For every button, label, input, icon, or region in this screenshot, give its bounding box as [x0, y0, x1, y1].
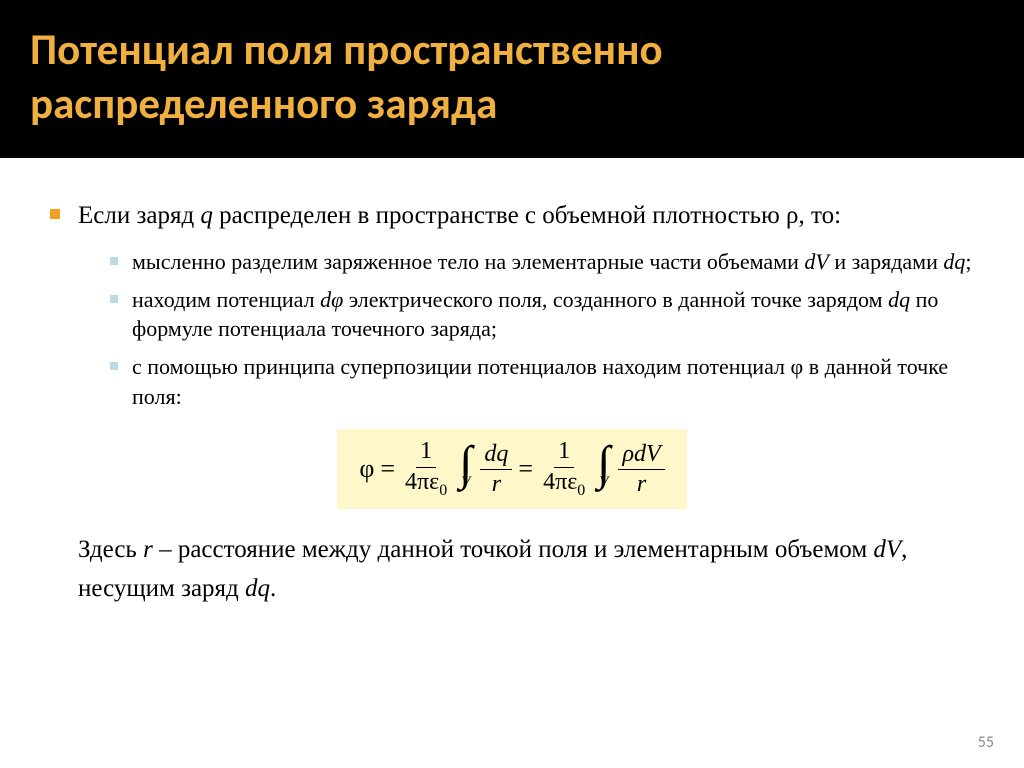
cl-post: . — [270, 575, 276, 602]
f-r1: r — [488, 470, 505, 497]
sub1-dv: dV — [804, 249, 828, 274]
f-frac1: 1 4πε0 — [401, 439, 451, 499]
main-intro-text: Если заряд q распределен в пространстве … — [78, 198, 841, 233]
f-4pe-1: 4πε — [405, 469, 439, 495]
f-lim1: V — [461, 477, 470, 488]
sub3-pre: с помощью принципа суперпозиции потенциа… — [132, 354, 791, 379]
f-rhodv-txt: ρdV — [622, 441, 660, 467]
sub1-dq: dq — [943, 249, 965, 274]
f-dq: dq — [480, 442, 512, 470]
f-frac4: ρdV r — [618, 442, 664, 497]
sub2-mid: электрического поля, созданного в данной… — [343, 287, 888, 312]
sub2-dphi: dφ — [320, 287, 343, 312]
sub1-mid: и зарядами — [829, 249, 944, 274]
f-eq1: = — [380, 454, 395, 484]
f-rhodv: ρdV — [618, 442, 664, 470]
sub-bullet-3: с помощью принципа суперпозиции потенциа… — [110, 352, 974, 411]
f-4pe-2: 4πε — [543, 469, 577, 495]
main-bullet: Если заряд q распределен в пространстве … — [50, 198, 974, 233]
f-den2: 4πε0 — [539, 468, 589, 500]
sub1-pre: мысленно разделим заряженное тело на эле… — [132, 249, 804, 274]
slide-header: Потенциал поля пространственно распредел… — [0, 0, 1024, 158]
intro-pre: Если заряд — [78, 202, 200, 229]
sub2-text: находим потенциал dφ электрического поля… — [132, 285, 974, 344]
bullet-marker-sub — [110, 295, 118, 303]
f-frac2: dq r — [480, 442, 512, 497]
formula-block: φ = 1 4πε0 ∫ V dq r = 1 4πε0 ∫ V — [50, 429, 974, 509]
sub1-text: мысленно разделим заряженное тело на эле… — [132, 247, 971, 277]
sub3-phi: φ — [791, 354, 804, 379]
bullet-marker-main — [50, 209, 60, 219]
f-r2: r — [633, 470, 650, 497]
f-one-1: 1 — [416, 439, 436, 467]
cl-mid: – расстояние между данной точкой поля и … — [153, 536, 874, 563]
bullet-marker-sub — [110, 362, 118, 370]
intro-rho: ρ — [786, 202, 798, 229]
intro-post: , то: — [799, 202, 842, 229]
formula: φ = 1 4πε0 ∫ V dq r = 1 4πε0 ∫ V — [337, 429, 686, 509]
f-zero-1: 0 — [439, 481, 447, 498]
bullet-marker-sub — [110, 257, 118, 265]
f-den1: 4πε0 — [401, 468, 451, 500]
cl-pre: Здесь — [78, 536, 143, 563]
slide-content: Если заряд q распределен в пространстве … — [0, 158, 1024, 629]
cl-dq: dq — [245, 575, 270, 602]
sub-bullet-2: находим потенциал dφ электрического поля… — [110, 285, 974, 344]
intro-mid: распределен в пространстве с объемной пл… — [213, 202, 786, 229]
cl-r: r — [143, 536, 153, 563]
sub-bullet-list: мысленно разделим заряженное тело на эле… — [110, 247, 974, 411]
cl-dv: dV — [873, 536, 901, 563]
sub3-text: с помощью принципа суперпозиции потенциа… — [132, 352, 974, 411]
f-int2: ∫ V — [597, 447, 610, 491]
f-phi: φ — [359, 454, 374, 484]
f-lim2: V — [599, 477, 608, 488]
closing-text: Здесь r – расстояние между данной точкой… — [78, 531, 974, 609]
f-eq2: = — [518, 454, 533, 484]
f-one-2: 1 — [554, 439, 574, 467]
page-number: 55 — [978, 733, 994, 752]
sub2-pre: находим потенциал — [132, 287, 320, 312]
intro-q: q — [200, 202, 213, 229]
f-int1: ∫ V — [459, 447, 472, 491]
sub1-post: ; — [965, 249, 971, 274]
f-frac3: 1 4πε0 — [539, 439, 589, 499]
sub-bullet-1: мысленно разделим заряженное тело на эле… — [110, 247, 974, 277]
slide-title: Потенциал поля пространственно распредел… — [30, 23, 994, 131]
sub2-dq: dq — [888, 287, 910, 312]
f-zero-2: 0 — [577, 481, 585, 498]
